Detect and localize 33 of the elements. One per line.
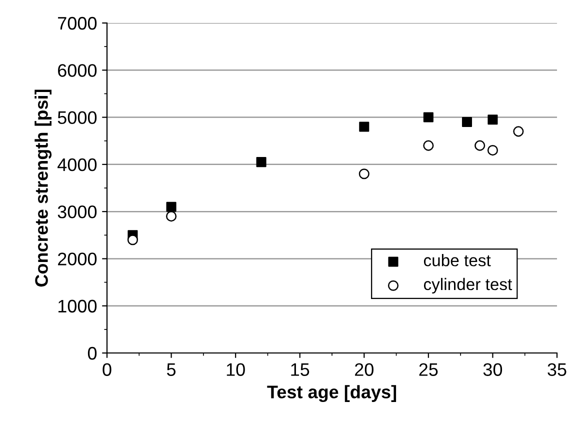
- x-tick-label: 25: [419, 363, 438, 376]
- x-tick-label: 10: [226, 363, 245, 376]
- point: [474, 140, 486, 151]
- y-tick-label: 5000: [58, 111, 97, 124]
- x-axis-title: Test age [days]: [267, 385, 396, 402]
- point: [423, 140, 434, 151]
- y-tick-label: 1000: [58, 300, 97, 313]
- point: [166, 202, 176, 212]
- point: [462, 116, 472, 128]
- x-tick-label: 20: [355, 363, 374, 376]
- legend-label: cylinder test: [424, 278, 512, 294]
- y-tick-label: 6000: [58, 64, 97, 77]
- point: [488, 114, 498, 125]
- y-tick-label: 2000: [58, 252, 97, 266]
- legend-label: cube test: [424, 254, 491, 266]
- y-tick-label: 7000: [58, 16, 97, 30]
- x-tick-label: 15: [291, 363, 310, 376]
- point: [359, 122, 370, 132]
- point: [487, 145, 498, 156]
- point: [127, 234, 138, 246]
- x-tick-label: 30: [483, 363, 502, 376]
- y-tick-label: 3000: [58, 206, 97, 218]
- y-axis-title: Concrete strength [psi]: [34, 90, 52, 287]
- point: [166, 211, 177, 222]
- x-tick-label: 35: [548, 363, 566, 376]
- point: [358, 168, 370, 180]
- x-tick-label: 5: [166, 363, 176, 376]
- point: [423, 112, 434, 122]
- y-tick-label: 4000: [58, 158, 97, 172]
- x-tick-label: 0: [102, 363, 112, 376]
- point: [513, 126, 524, 137]
- y-tick-label: 0: [88, 346, 97, 360]
- point: [256, 157, 266, 168]
